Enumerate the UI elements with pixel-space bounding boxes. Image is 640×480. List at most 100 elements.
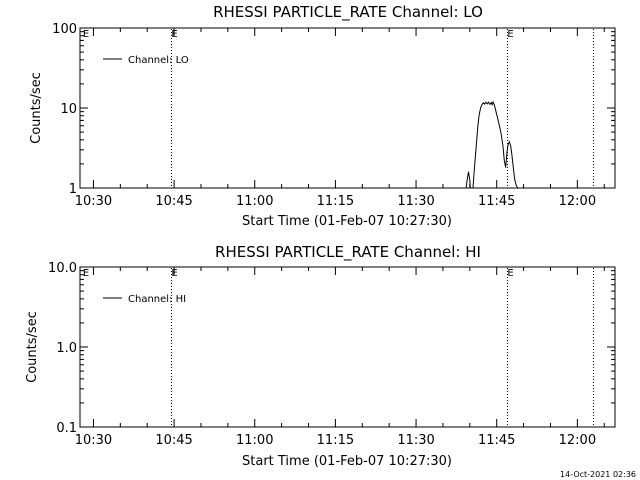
y-axis-label: Counts/sec — [25, 311, 40, 383]
event-line — [593, 131, 594, 132]
event-line — [507, 38, 508, 39]
event-line — [507, 128, 508, 129]
event-line — [507, 325, 508, 326]
event-line — [171, 316, 172, 317]
legend-label: Channel: HI — [128, 294, 186, 305]
x-tick-label: 11:00 — [236, 194, 273, 209]
event-line — [593, 325, 594, 326]
y-tick-label: 10 — [60, 102, 77, 117]
event-line — [593, 128, 594, 129]
y-tick-label: 1 — [69, 182, 77, 197]
event-line — [171, 382, 172, 383]
event-line — [507, 337, 508, 338]
event-line — [171, 361, 172, 362]
event-line — [593, 313, 594, 314]
event-line — [593, 152, 594, 153]
event-line — [171, 283, 172, 284]
event-line — [507, 173, 508, 174]
event-line — [171, 400, 172, 401]
event-line — [507, 86, 508, 87]
event-line — [171, 47, 172, 48]
event-line — [507, 415, 508, 416]
event-line — [171, 376, 172, 377]
event-line — [593, 170, 594, 171]
event-line — [593, 164, 594, 165]
event-line — [507, 385, 508, 386]
event-line — [171, 74, 172, 75]
event-line — [171, 68, 172, 69]
x-tick-label: 11:15 — [317, 433, 354, 448]
y-tick-label: 1.0 — [56, 341, 77, 356]
event-line — [171, 83, 172, 84]
event-line — [507, 310, 508, 311]
event-line — [507, 391, 508, 392]
event-line — [507, 418, 508, 419]
event-line — [171, 409, 172, 410]
event-line — [593, 397, 594, 398]
event-line — [507, 397, 508, 398]
event-line — [593, 391, 594, 392]
event-line — [171, 358, 172, 359]
event-line — [507, 101, 508, 102]
series-line — [472, 100, 519, 189]
event-line — [171, 403, 172, 404]
event-line — [593, 53, 594, 54]
event-line — [593, 280, 594, 281]
event-line — [171, 373, 172, 374]
event-line — [593, 319, 594, 320]
event-line — [507, 95, 508, 96]
event-line — [171, 92, 172, 93]
event-line — [507, 319, 508, 320]
y-tick-group: 1 10 100 — [52, 22, 615, 197]
event-line — [507, 134, 508, 135]
event-line — [593, 98, 594, 99]
event-line — [593, 424, 594, 425]
event-line — [507, 355, 508, 356]
event-line — [507, 104, 508, 105]
event-line — [507, 298, 508, 299]
event-line — [507, 182, 508, 183]
x-axis-label: Start Time (01-Feb-07 10:27:30) — [242, 214, 452, 229]
event-line — [507, 53, 508, 54]
event-line — [507, 352, 508, 353]
event-line — [171, 355, 172, 356]
event-line — [171, 397, 172, 398]
event-line — [171, 364, 172, 365]
event-line — [507, 59, 508, 60]
event-line — [593, 301, 594, 302]
series-group — [465, 100, 519, 189]
event-line — [593, 113, 594, 114]
event-line — [593, 367, 594, 368]
event-marker-label: E — [171, 29, 177, 40]
event-line — [171, 274, 172, 275]
event-line — [507, 373, 508, 374]
event-line — [507, 358, 508, 359]
event-line — [507, 113, 508, 114]
x-tick-label: 10:45 — [155, 194, 192, 209]
event-line — [593, 83, 594, 84]
event-line — [507, 122, 508, 123]
event-line — [593, 38, 594, 39]
event-line — [593, 59, 594, 60]
event-line — [593, 295, 594, 296]
event-line — [171, 101, 172, 102]
event-line — [593, 104, 594, 105]
event-line — [593, 415, 594, 416]
event-line — [507, 176, 508, 177]
event-line — [507, 304, 508, 305]
event-line — [171, 352, 172, 353]
event-line — [593, 277, 594, 278]
event-line — [593, 316, 594, 317]
event-line — [593, 29, 594, 30]
event-line — [593, 268, 594, 269]
event-line — [171, 349, 172, 350]
event-line — [171, 170, 172, 171]
event-line — [593, 56, 594, 57]
event-line — [593, 376, 594, 377]
event-line — [593, 322, 594, 323]
event-line — [593, 340, 594, 341]
event-line — [507, 322, 508, 323]
event-line — [171, 337, 172, 338]
event-line — [593, 304, 594, 305]
event-line — [507, 340, 508, 341]
